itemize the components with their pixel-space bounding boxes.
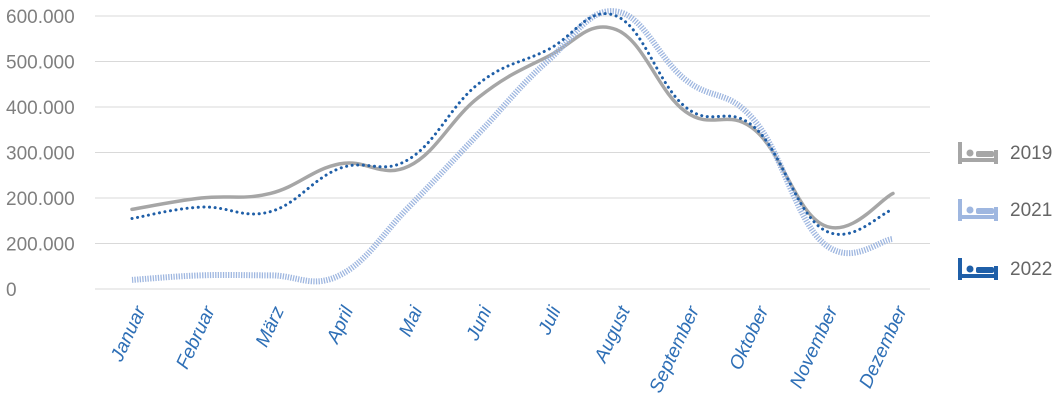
legend-label-2019: 2019 xyxy=(1010,143,1052,164)
series-lines xyxy=(130,8,895,285)
x-tick-label: Februar xyxy=(173,303,220,373)
x-tick-label: Juni xyxy=(462,303,497,345)
bed-icon xyxy=(958,199,998,221)
bed-icon xyxy=(958,258,998,280)
y-axis-tick-labels: 0 200.000 200.000 300.000 400.000 500.000 600.… xyxy=(6,7,75,301)
x-tick-label: Juli xyxy=(534,303,566,339)
x-tick-label: September xyxy=(646,303,705,397)
series-2022-point xyxy=(892,208,895,211)
x-tick-label: November xyxy=(786,303,842,392)
series-2022-line xyxy=(130,12,895,236)
y-tick-label: 300.000 xyxy=(6,144,75,165)
x-tick-label: Dezember xyxy=(855,303,911,392)
y-tick-label: 500.000 xyxy=(6,53,75,74)
series-2021-line xyxy=(131,8,894,285)
y-tick-label: 0 xyxy=(6,280,17,301)
bed-icon xyxy=(958,142,998,164)
x-tick-label: Oktober xyxy=(726,303,774,374)
x-tick-label: April xyxy=(323,303,359,348)
x-tick-label: Januar xyxy=(107,303,151,366)
legend: 2019 2021 2022 xyxy=(958,142,1052,280)
legend-label-2021: 2021 xyxy=(1010,200,1052,221)
x-axis-tick-labels: Januar Februar März April Mai Juni Juli August S… xyxy=(107,303,912,397)
legend-label-2022: 2022 xyxy=(1010,259,1052,280)
y-tick-label: 200.000 xyxy=(6,189,75,210)
y-tick-label: 600.000 xyxy=(6,7,75,28)
x-tick-label: August xyxy=(590,303,635,367)
y-tick-label: 200.000 xyxy=(6,235,75,256)
y-tick-label: 400.000 xyxy=(6,98,75,119)
series-2022-point xyxy=(200,206,203,209)
x-tick-label: März xyxy=(252,303,289,351)
grid-lines xyxy=(95,15,930,290)
x-tick-label: Mai xyxy=(395,303,427,340)
